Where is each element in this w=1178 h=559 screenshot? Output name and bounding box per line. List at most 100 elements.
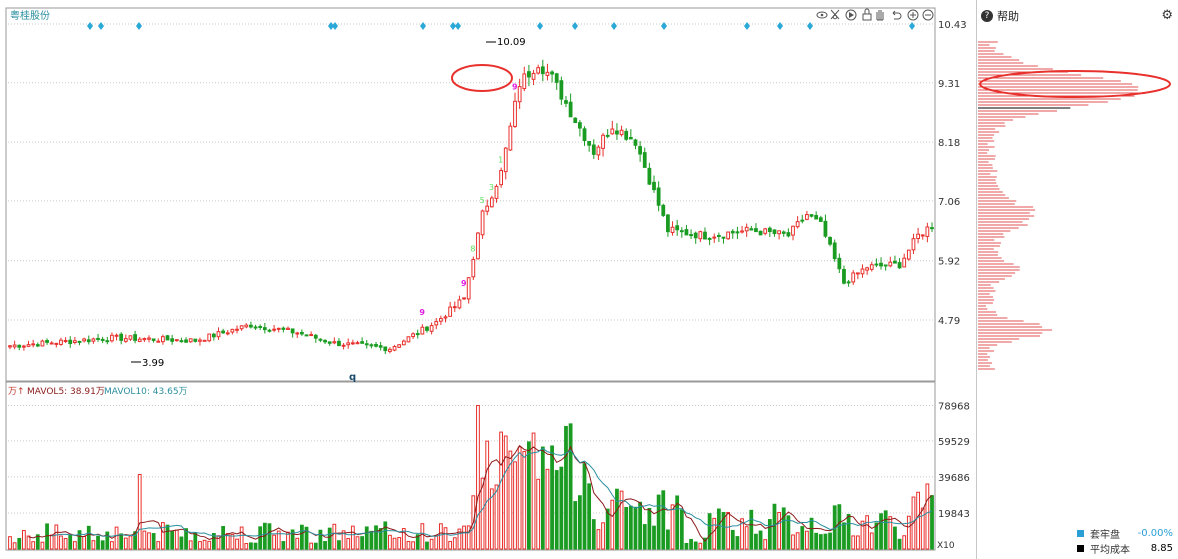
candle-body <box>615 130 619 135</box>
candle-body <box>865 267 870 271</box>
undo-icon[interactable] <box>892 10 902 20</box>
candle-body <box>45 340 49 343</box>
candle-body <box>906 249 911 260</box>
volume-bar <box>809 517 814 550</box>
volume-bar <box>564 425 568 550</box>
candle-body <box>258 326 263 329</box>
candle-body <box>828 236 832 245</box>
volume-bar <box>286 531 290 550</box>
volume-bar <box>49 534 54 550</box>
volume-bar <box>527 441 531 550</box>
candle-body <box>82 338 87 342</box>
volume-bar <box>902 535 907 550</box>
candle-body <box>735 231 740 234</box>
candle-body <box>26 344 31 347</box>
volume-bar <box>883 510 888 550</box>
candle-body <box>642 152 647 168</box>
candle-body <box>897 262 902 269</box>
volume-bar <box>295 537 300 550</box>
volume-bar <box>82 536 87 550</box>
candle-body <box>128 335 133 340</box>
gear-icon[interactable]: ⚙ <box>1161 8 1173 23</box>
volume-bar <box>327 527 332 550</box>
volume-bar <box>536 478 541 550</box>
candle-body <box>281 327 286 330</box>
candle-body <box>346 342 351 346</box>
volume-bar <box>499 431 504 550</box>
volume-bar <box>795 532 800 550</box>
kline-chart[interactable]: 8 53 1 9 9 9 10.43 9.31 8.18 7.06 5.92 4.79 78968 5… <box>0 0 976 559</box>
volume-bar <box>184 528 188 550</box>
candle-body <box>211 333 216 338</box>
volume-bar <box>299 524 304 550</box>
volume-bar <box>165 524 170 550</box>
low-annotation: 3.99 <box>131 358 164 369</box>
candle-body <box>805 214 809 220</box>
candle-body <box>758 230 763 236</box>
stock-name: 粤桂股份 <box>10 9 50 22</box>
candle-body <box>133 334 137 341</box>
candle-body <box>438 318 443 322</box>
volume-bar <box>596 529 601 550</box>
hand-icon[interactable] <box>876 10 884 21</box>
candle-body <box>388 348 392 352</box>
candle-body <box>341 344 346 347</box>
legend-label-trapped: 套牢盘 <box>1090 530 1120 541</box>
candle-body <box>550 71 554 75</box>
candle-body <box>350 342 355 345</box>
candle-body <box>930 227 934 230</box>
candle-body <box>355 342 360 345</box>
candle-body <box>448 306 453 317</box>
volume-bar <box>837 504 842 550</box>
help-icon[interactable]: ? <box>981 10 993 22</box>
volume-bar <box>22 529 26 550</box>
volume-bar <box>105 531 110 550</box>
chart-toolbar[interactable] <box>816 8 934 21</box>
volume-bar <box>605 508 610 550</box>
candle-body <box>137 338 142 342</box>
volume-bar <box>448 540 453 550</box>
lock-icon[interactable] <box>862 8 872 21</box>
volume-bar <box>786 515 791 550</box>
volume-bar <box>35 534 40 550</box>
candle-body <box>661 204 666 216</box>
candle-body <box>531 72 536 80</box>
candle-body <box>165 335 170 341</box>
candle-body <box>582 128 587 142</box>
candle-body <box>633 139 638 146</box>
candle-body <box>170 338 175 342</box>
zoom-in-icon[interactable] <box>907 9 919 21</box>
candle-body <box>105 340 110 343</box>
volume-bar <box>712 517 717 550</box>
volume-bar <box>675 495 680 550</box>
zoom-out-icon[interactable] <box>922 9 934 21</box>
scissors-icon[interactable] <box>830 9 840 20</box>
volume-bar <box>726 511 731 550</box>
volume-bar <box>249 542 253 550</box>
cost-marker-icon <box>136 22 142 30</box>
play-icon[interactable] <box>845 9 857 21</box>
volume-bar <box>378 528 383 550</box>
eye-icon[interactable] <box>816 11 828 19</box>
candle-body <box>8 345 12 348</box>
candle-body <box>397 344 402 348</box>
candle-body <box>559 80 564 100</box>
volume-bar <box>332 523 337 550</box>
volume-bar <box>767 519 772 550</box>
cost-marker-icon <box>537 22 543 30</box>
td-label-top: 9 <box>419 308 425 317</box>
volume-bar <box>193 532 198 550</box>
volume-bar <box>313 542 318 550</box>
cost-marker-icon <box>455 22 461 30</box>
volume-bar <box>360 536 365 550</box>
candle-body <box>527 71 531 78</box>
candle-body <box>68 339 73 345</box>
candle-body <box>480 210 485 236</box>
candle-body <box>781 231 786 234</box>
volume-bar <box>142 530 147 550</box>
volume-bar <box>244 543 249 550</box>
cost-marker-icon <box>328 22 334 30</box>
volume-bar <box>123 537 128 550</box>
candle-body <box>235 328 239 331</box>
